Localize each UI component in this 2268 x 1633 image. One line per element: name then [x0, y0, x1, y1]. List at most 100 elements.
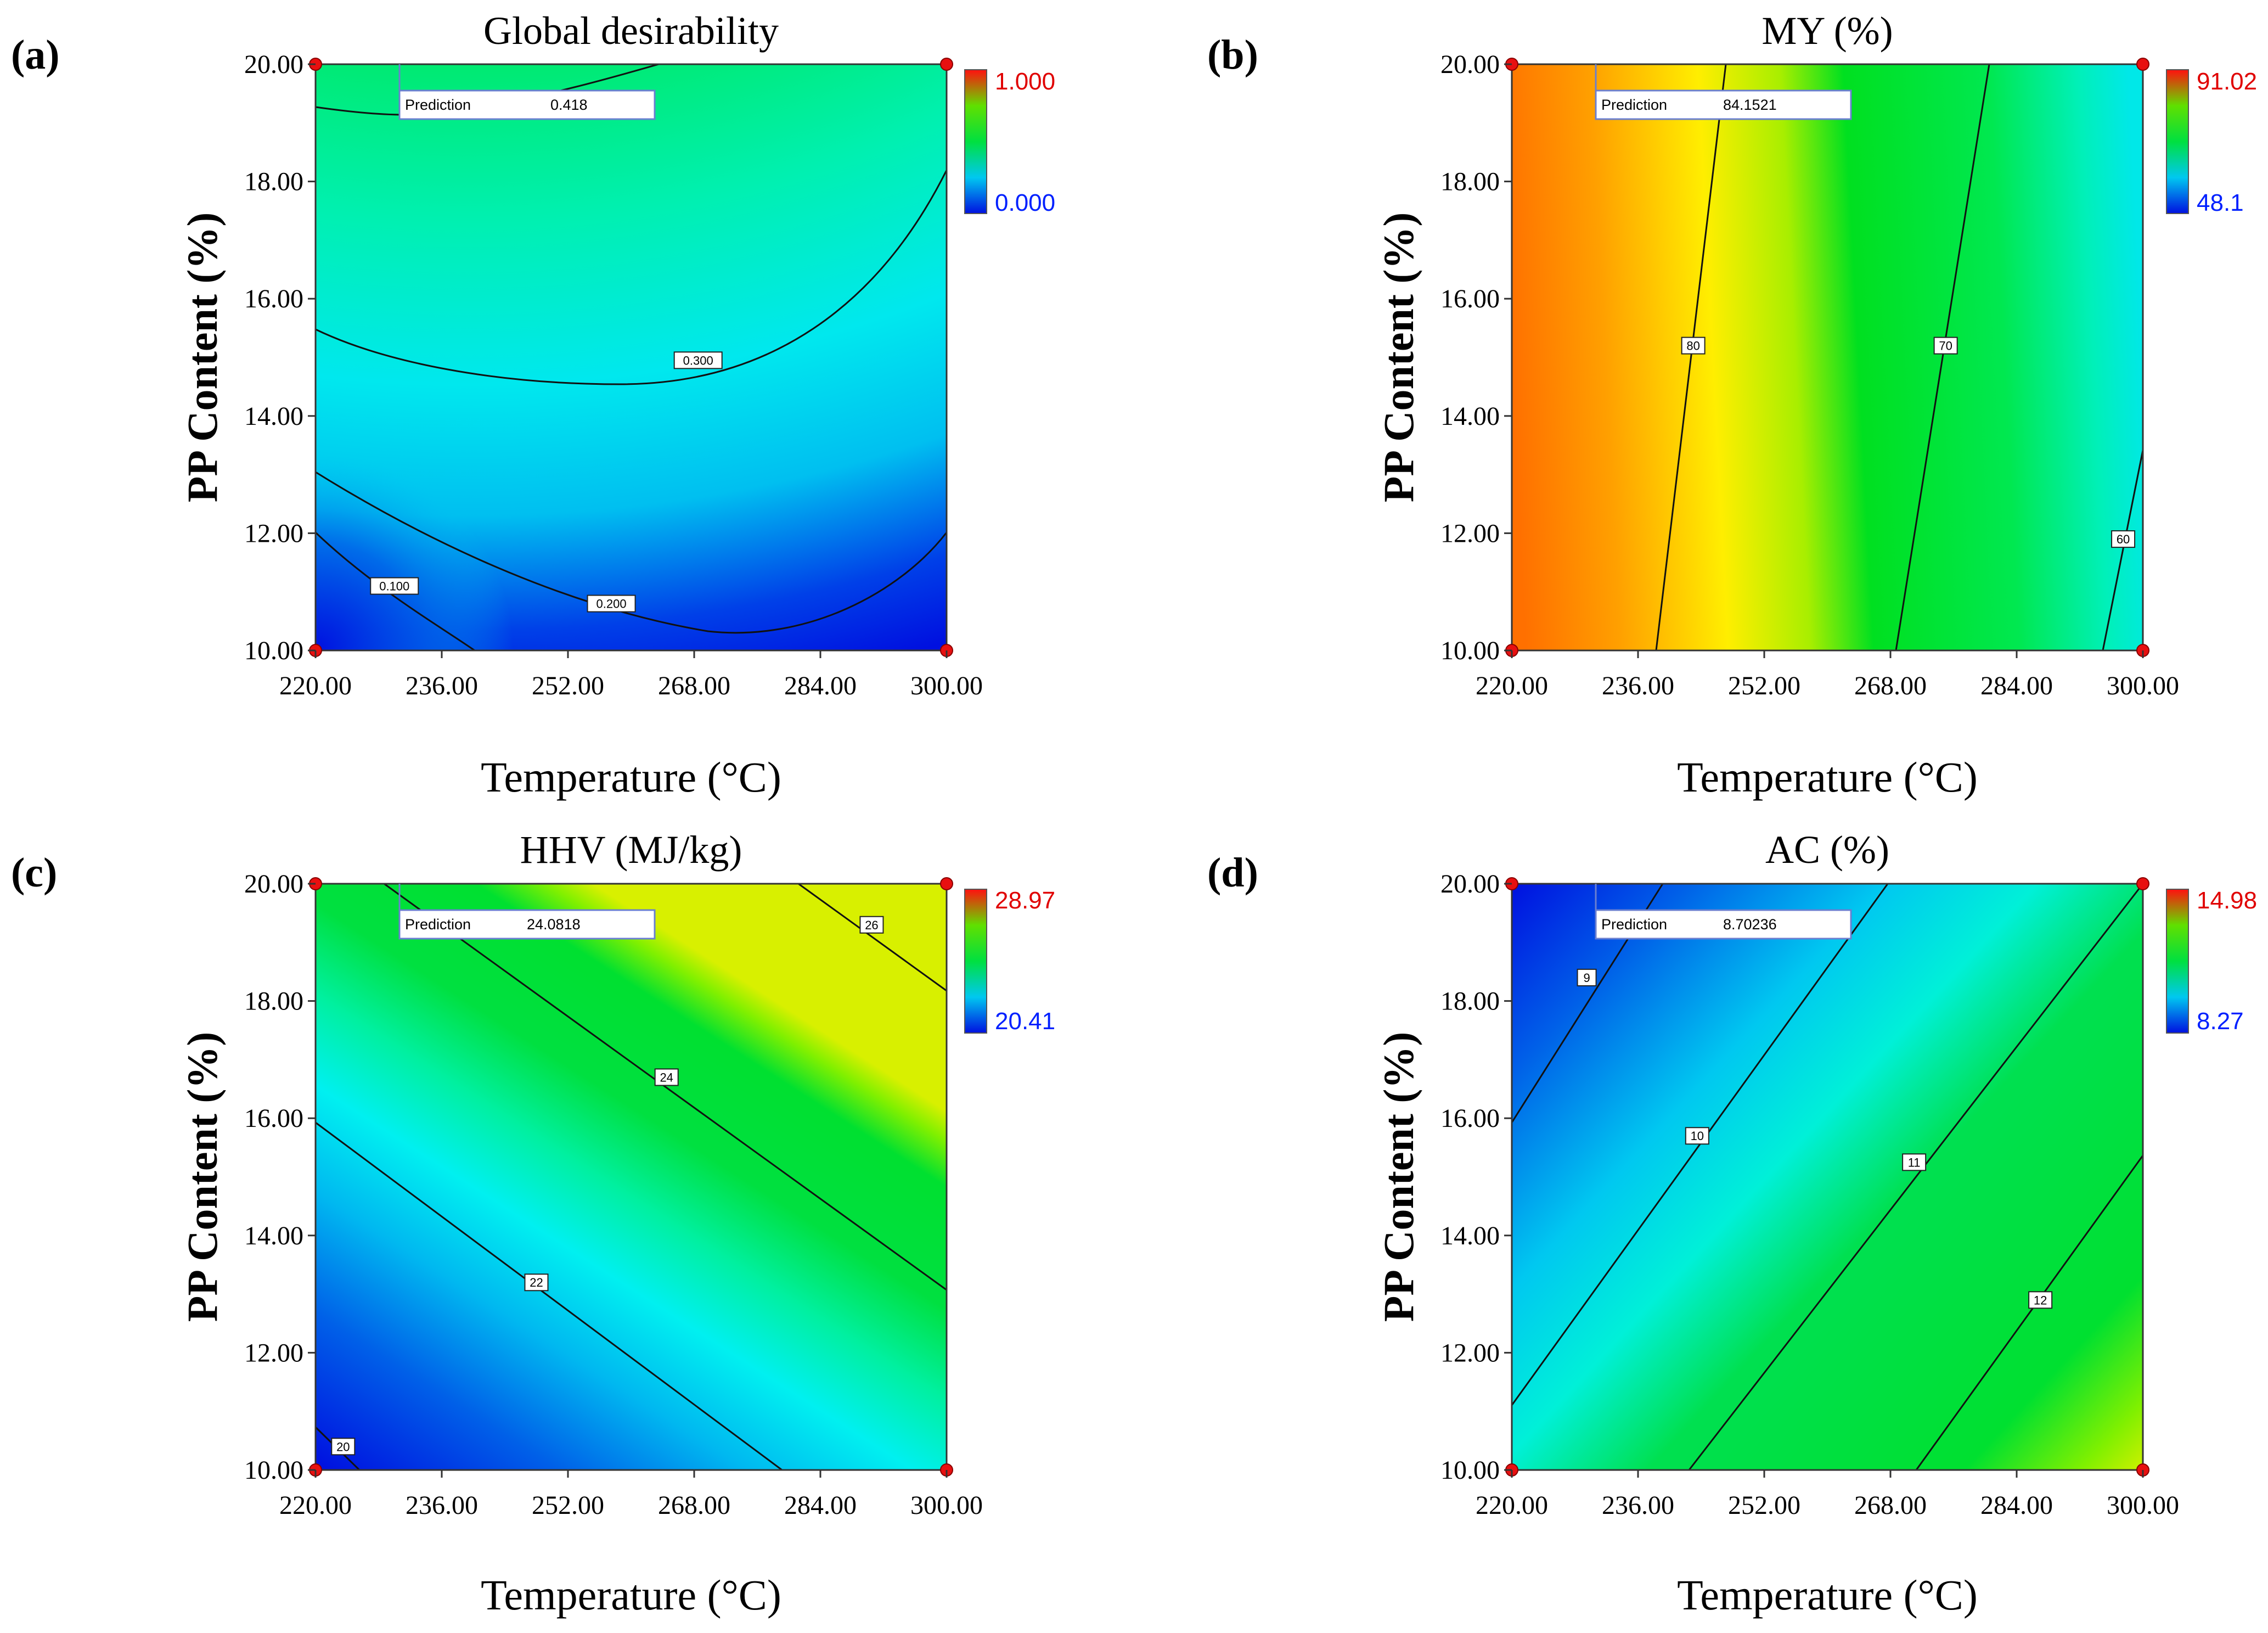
colorbar: 91.02 48.1	[2166, 68, 2257, 216]
y-tick-label: 10.00	[1440, 636, 1500, 665]
y-tick-label: 16.00	[1440, 284, 1500, 313]
colorbar-gradient	[964, 69, 987, 214]
colorbar-min: 48.1	[2197, 189, 2244, 216]
contour-label-text: 0.200	[596, 597, 627, 611]
contour-label: 22	[524, 1273, 549, 1292]
y-tick-label: 12.00	[244, 1338, 303, 1367]
y-axis: 10.00 12.00 14.00 16.00 18.00 20.00	[1440, 869, 1512, 1485]
contour-line	[2102, 450, 2144, 651]
prediction-box: Prediction 8.70236	[1595, 884, 1852, 940]
x-tick-label: 268.00	[658, 1491, 730, 1520]
contour-label-text: 11	[1908, 1155, 1921, 1169]
prediction-value: 0.418	[550, 97, 588, 113]
contour-line	[1895, 64, 1990, 651]
y-tick-label: 18.00	[1440, 987, 1500, 1016]
contour-line	[1655, 64, 1727, 651]
design-point	[940, 58, 953, 71]
x-tick-label: 220.00	[1476, 671, 1548, 700]
x-tick-label: 300.00	[910, 671, 983, 700]
design-point	[2136, 877, 2149, 890]
y-tick-label: 16.00	[1440, 1104, 1500, 1133]
plot-frame	[1511, 883, 2144, 1471]
x-tick-label: 300.00	[2107, 1491, 2179, 1520]
prediction-box: Prediction 0.418	[398, 64, 656, 120]
contour-line	[315, 1121, 783, 1471]
x-axis: 220.00 236.00 252.00 268.00 284.00 300.00	[1476, 650, 2179, 700]
colorbar: 28.97 20.41	[964, 887, 1055, 1035]
colorbar-gradient	[964, 889, 987, 1034]
surface-fill	[316, 884, 947, 1470]
contour-label: 0.100	[370, 577, 419, 595]
y-tick-label: 10.00	[244, 1456, 303, 1485]
y-tick-label: 18.00	[244, 167, 303, 197]
contour-label: 26	[859, 916, 884, 934]
colorbar-gradient	[2166, 69, 2189, 214]
plot-frame	[1511, 63, 2144, 652]
contour-label-text: 26	[865, 918, 878, 932]
x-axis-label: Temperature (°C)	[481, 1571, 781, 1619]
x-axis-label: Temperature (°C)	[1677, 1571, 1978, 1619]
y-tick-label: 10.00	[244, 636, 303, 665]
contour-label-text: 24	[660, 1070, 673, 1084]
contour-label-text: 12	[2034, 1293, 2047, 1307]
contour-label: 12	[2028, 1291, 2053, 1309]
x-tick-label: 236.00	[1602, 671, 1674, 700]
y-axis: 10.00 12.00 14.00 16.00 18.00 20.00	[1440, 50, 1512, 665]
contour-line	[1688, 883, 2144, 1471]
plot-frame	[314, 883, 948, 1471]
y-axis: 10.00 12.00 14.00 16.00 18.00 20.00	[244, 50, 316, 665]
y-tick-label: 14.00	[244, 1221, 303, 1250]
contour-label-text: 9	[1583, 971, 1590, 985]
y-tick-label: 20.00	[244, 869, 303, 899]
y-tick-label: 20.00	[244, 50, 303, 79]
surface-fill	[1512, 64, 2143, 650]
x-tick-label: 300.00	[910, 1491, 983, 1520]
x-tick-label: 252.00	[532, 671, 604, 700]
contour-label-text: 0.300	[683, 353, 713, 367]
colorbar: 14.98 8.27	[2166, 887, 2257, 1035]
y-tick-label: 12.00	[1440, 1338, 1500, 1367]
contour-line	[384, 883, 947, 1291]
prediction-value: 24.0818	[527, 916, 581, 933]
colorbar-max: 28.97	[995, 887, 1055, 914]
y-tick-label: 16.00	[244, 1104, 303, 1133]
colorbar-min: 0.000	[995, 189, 1055, 216]
y-tick-label: 12.00	[244, 519, 303, 548]
y-tick-label: 18.00	[1440, 167, 1500, 197]
x-tick-label: 220.00	[279, 1491, 352, 1520]
contour-labels: 0.100 0.200 0.300 80 70 60 20 22 24 26 9 10 11 12	[331, 336, 2136, 1456]
x-tick-label: 220.00	[1476, 1491, 1548, 1520]
x-tick-label: 236.00	[1602, 1491, 1674, 1520]
chart-title: AC (%)	[1765, 828, 1889, 872]
prediction-value: 84.1521	[1723, 97, 1777, 113]
panel-label: (b)	[1207, 32, 1258, 78]
contour-label: 10	[1685, 1127, 1709, 1145]
y-axis-label: PP Content (%)	[178, 1032, 226, 1322]
y-tick-label: 12.00	[1440, 519, 1500, 548]
surface-fill-corner	[316, 64, 947, 650]
plot-area	[1511, 63, 2144, 652]
panel-label: (a)	[11, 32, 60, 78]
x-tick-label: 300.00	[2107, 671, 2179, 700]
y-axis: 10.00 12.00 14.00 16.00 18.00 20.00	[244, 869, 316, 1485]
prediction-box: Prediction 24.0818	[398, 884, 656, 940]
colorbar-min: 8.27	[2197, 1008, 2244, 1035]
contour-label-text: 22	[530, 1276, 543, 1289]
contour-line	[798, 883, 947, 992]
x-tick-label: 252.00	[1728, 671, 1800, 700]
x-tick-label: 236.00	[406, 671, 478, 700]
chart-title: Global desirability	[483, 9, 779, 53]
x-tick-label: 268.00	[1854, 1491, 1927, 1520]
contour-label: 0.200	[587, 594, 636, 613]
contour-label: 80	[1681, 336, 1706, 355]
prediction-box: Prediction 84.1521	[1595, 64, 1852, 120]
y-axis-label: PP Content (%)	[1375, 212, 1422, 503]
chart-title: MY (%)	[1762, 9, 1893, 53]
contour-label-text: 10	[1691, 1129, 1704, 1143]
contour-label: 60	[2111, 530, 2136, 548]
chart-title: HHV (MJ/kg)	[520, 828, 742, 872]
y-axis-label: PP Content (%)	[178, 212, 226, 503]
contour-label-text: 20	[336, 1440, 350, 1454]
x-tick-label: 284.00	[1980, 1491, 2053, 1520]
